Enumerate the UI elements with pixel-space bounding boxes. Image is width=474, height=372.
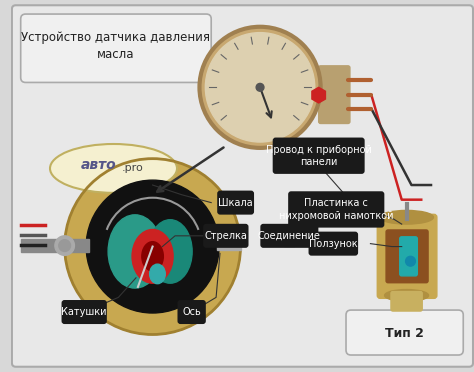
Circle shape (59, 240, 71, 251)
Ellipse shape (380, 211, 433, 224)
Circle shape (55, 236, 74, 255)
Bar (21, 239, 89, 253)
Text: авто: авто (81, 158, 117, 173)
Circle shape (205, 33, 315, 142)
Text: Катушки: Катушки (62, 307, 107, 317)
FancyBboxPatch shape (21, 14, 211, 83)
Ellipse shape (384, 289, 428, 301)
Ellipse shape (108, 215, 162, 288)
Ellipse shape (50, 144, 177, 193)
Ellipse shape (132, 230, 173, 283)
Circle shape (86, 180, 219, 313)
FancyBboxPatch shape (12, 5, 473, 367)
Text: Стрелка: Стрелка (204, 231, 247, 241)
Ellipse shape (148, 220, 192, 283)
FancyBboxPatch shape (309, 232, 358, 256)
FancyBboxPatch shape (203, 224, 248, 248)
Text: Ось: Ось (182, 307, 201, 317)
Text: Тип 2: Тип 2 (385, 327, 424, 340)
FancyBboxPatch shape (377, 214, 437, 298)
Text: Пластинка с
нихромовой намоткой: Пластинка с нихромовой намоткой (279, 198, 393, 221)
FancyBboxPatch shape (62, 300, 107, 324)
Circle shape (406, 256, 415, 266)
FancyBboxPatch shape (386, 230, 428, 283)
Ellipse shape (142, 242, 164, 271)
Text: Провод к приборной
панели: Провод к приборной панели (266, 144, 372, 167)
Text: Шкала: Шкала (219, 198, 253, 208)
FancyBboxPatch shape (177, 300, 206, 324)
FancyBboxPatch shape (217, 190, 254, 215)
FancyBboxPatch shape (260, 224, 319, 248)
FancyBboxPatch shape (319, 66, 350, 124)
FancyBboxPatch shape (288, 191, 384, 228)
Text: Соединение: Соединение (258, 231, 321, 241)
Bar (217, 243, 241, 250)
FancyBboxPatch shape (346, 310, 463, 355)
Text: Ползунок: Ползунок (309, 239, 357, 248)
FancyBboxPatch shape (400, 237, 417, 276)
Circle shape (256, 83, 264, 91)
Ellipse shape (150, 264, 165, 284)
Circle shape (64, 158, 240, 334)
Text: Устройство датчика давления
масла: Устройство датчика давления масла (21, 31, 210, 61)
Text: .pro: .pro (122, 163, 144, 173)
FancyBboxPatch shape (273, 138, 365, 174)
FancyBboxPatch shape (391, 292, 422, 311)
Circle shape (200, 27, 320, 148)
